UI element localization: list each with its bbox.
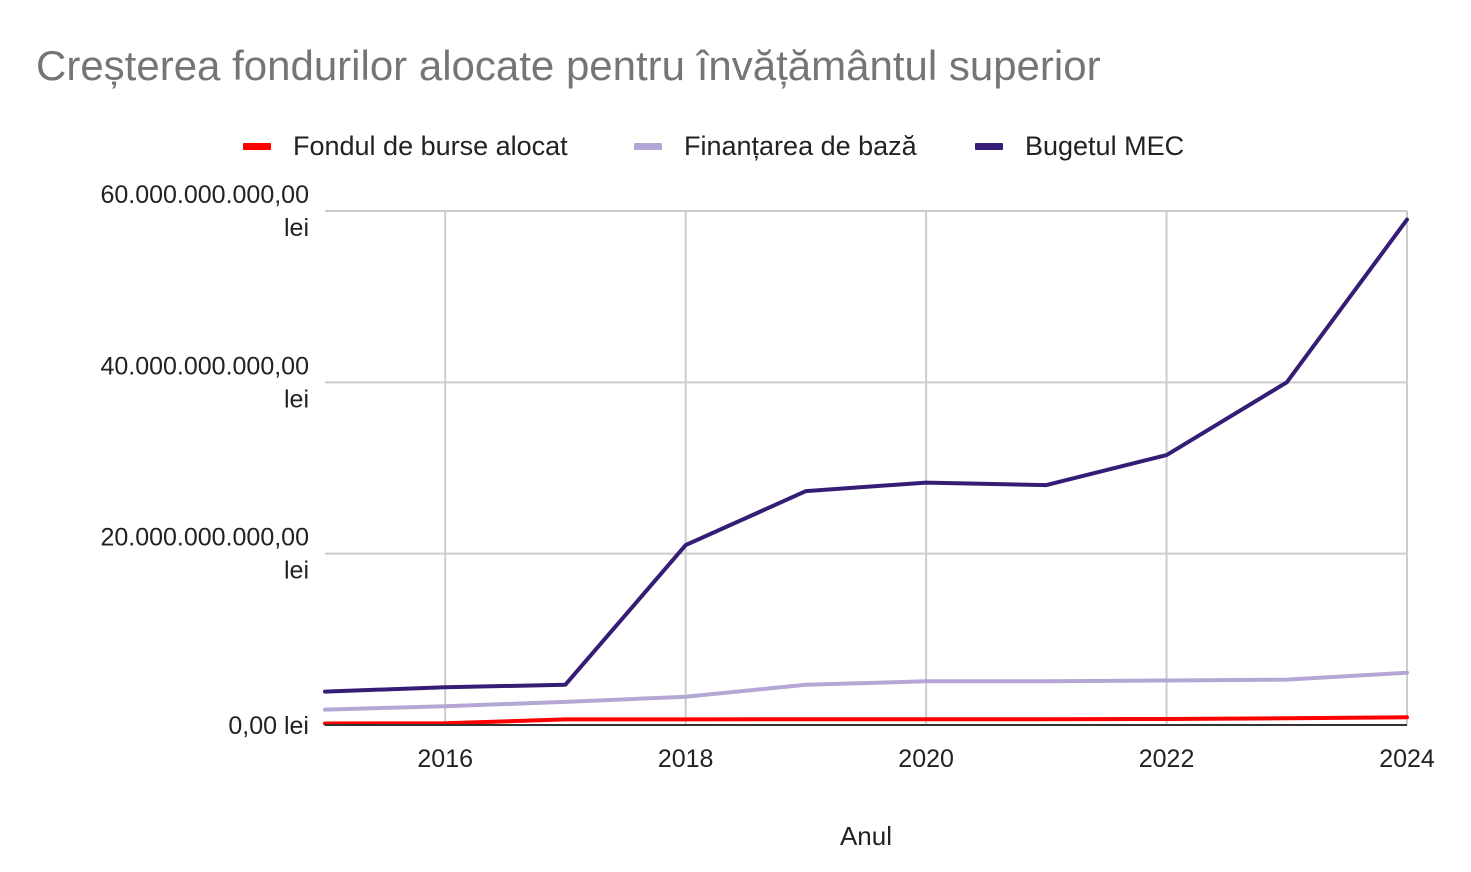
x-tick-label: 2022	[1139, 745, 1195, 773]
x-axis: 2016 2018 2020 2022 2024	[417, 745, 1434, 773]
x-tick-label: 2016	[417, 745, 473, 773]
legend-label-bugetul-mec: Bugetul MEC	[1025, 130, 1185, 161]
y-tick-label: 60.000.000.000,00 lei	[100, 181, 309, 242]
grid	[325, 210, 1408, 725]
legend-label-finantarea-de-baza: Finanțarea de bază	[684, 130, 917, 161]
legend-item-bugetul-mec: Bugetul MEC	[975, 128, 1184, 164]
legend-label-fondul-de-burse: Fondul de burse alocat	[293, 130, 568, 161]
legend-swatch-fondul-de-burse	[243, 142, 271, 150]
series-line-finantarea-de-baza	[323, 670, 1409, 712]
x-axis-label: Anul	[840, 821, 892, 851]
chart-title: Creșterea fondurilor alocate pentru învă…	[36, 42, 1101, 89]
y-tick-label: 0,00 lei	[228, 712, 309, 740]
x-tick-label: 2024	[1379, 745, 1435, 773]
legend-swatch-finantarea-de-baza	[634, 142, 662, 150]
legend-item-finantarea-de-baza: Finanțarea de bază	[634, 128, 917, 164]
legend-swatch-bugetul-mec	[975, 142, 1003, 150]
series-line-bugetul-mec	[323, 217, 1409, 694]
series-lines	[323, 217, 1409, 726]
legend-item-fondul-de-burse: Fondul de burse alocat	[243, 128, 568, 164]
series-line-fondul-de-burse-alocat	[323, 715, 1409, 726]
y-tick-label: 40.000.000.000,00 lei	[100, 352, 309, 413]
x-tick-label: 2018	[658, 745, 714, 773]
y-tick-label: 20.000.000.000,00 lei	[100, 524, 309, 585]
legend: Fondul de burse alocat Finanțarea de baz…	[0, 128, 1471, 164]
y-axis: 0,00 lei 20.000.000.000,00 lei 40.000.000.0…	[100, 181, 309, 740]
x-tick-label: 2020	[898, 745, 954, 773]
